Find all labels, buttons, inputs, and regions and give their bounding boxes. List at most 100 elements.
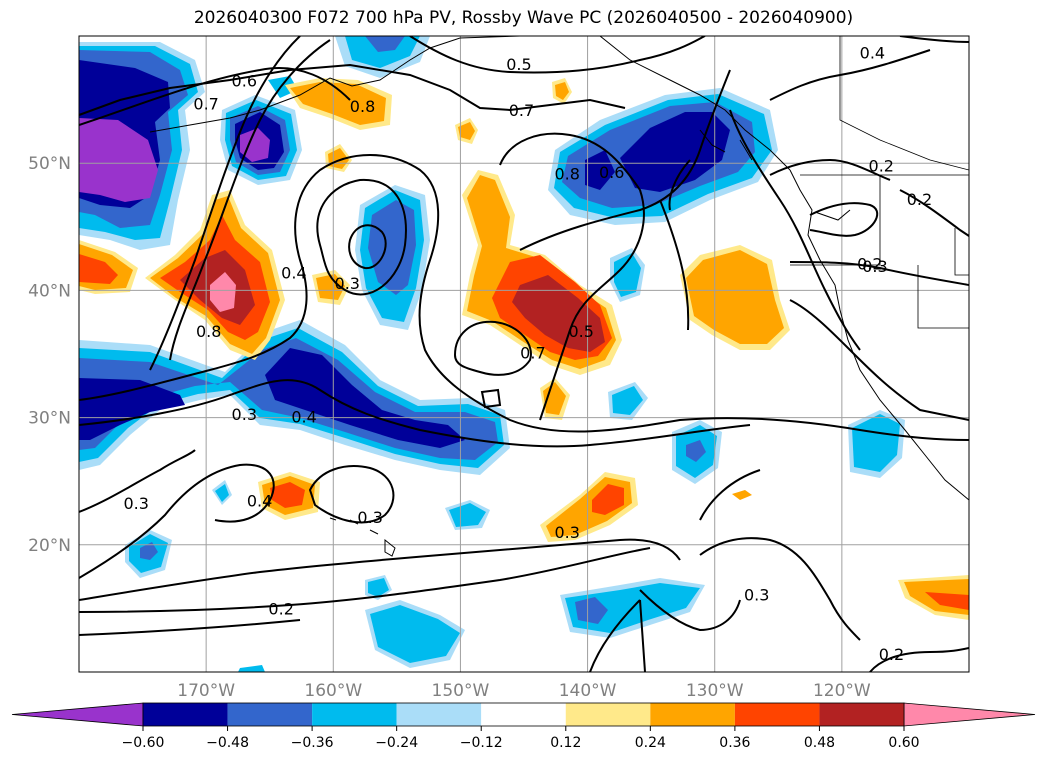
lon-labels: 170°W 160°W 150°W 140°W 130°W 120°W	[177, 681, 871, 701]
contour-label: 0.2	[869, 157, 894, 176]
lat-tick-label: 20°N	[28, 536, 71, 556]
anomaly-top-blue	[365, 36, 405, 52]
colorbar-tick-label: −0.48	[206, 735, 249, 751]
colorbar-segment	[143, 703, 228, 726]
contour-east-04	[899, 36, 969, 43]
colorbar-segment	[734, 703, 820, 726]
coast-islands	[699, 129, 851, 221]
pv-shading	[79, 36, 969, 672]
anomaly-blob-2-cyan	[612, 386, 643, 415]
anomaly-cw-blue	[368, 200, 416, 295]
colorbar-segment	[650, 703, 735, 726]
contour-label: 0.3	[357, 508, 382, 527]
anomaly-blob-7-cyan	[215, 484, 229, 502]
contour-labels: 0.70.60.80.50.70.40.20.20.30.20.80.60.40…	[123, 44, 932, 665]
colorbar-tick-label: 0.12	[550, 735, 581, 751]
ridge-top-orange	[290, 82, 386, 125]
contour-coast	[729, 109, 861, 351]
ridge-se-red	[925, 592, 969, 610]
contour-south-02	[79, 547, 651, 613]
ridge-small-7-red	[592, 484, 624, 515]
contour-label: 0.3	[232, 405, 257, 424]
contour-south-03b	[79, 463, 275, 579]
contour-label: 0.7	[193, 94, 218, 113]
colorbar-border	[142, 702, 905, 727]
colorbar-tick-label: −0.12	[460, 735, 503, 751]
contour-se-03	[699, 537, 861, 641]
ridge-west-pink	[210, 272, 236, 312]
ridge-small-3-orange	[555, 82, 569, 100]
contour-se-03b	[639, 589, 741, 632]
lon-tick-label: 160°W	[304, 681, 362, 701]
colorbar-tick-label: 0.24	[635, 735, 666, 751]
lon-tick-label: 140°W	[559, 681, 617, 701]
border-wa-or	[790, 175, 881, 266]
contour-south-03c	[308, 465, 395, 524]
contour-east-03	[809, 202, 879, 237]
contour-label: 0.2	[879, 645, 904, 664]
contour-label: 0.3	[555, 523, 580, 542]
ridge-small-8	[732, 490, 752, 500]
anomaly-blob-8-cyan	[370, 605, 460, 663]
contour-south-03d	[79, 538, 681, 601]
contour-label: 0.8	[196, 322, 221, 341]
contour-label: 0.3	[335, 274, 360, 293]
contour-east-02b	[789, 261, 969, 286]
contour-label: 0.6	[232, 72, 257, 91]
contour-05-loop	[453, 320, 532, 376]
border-or-ca	[917, 265, 969, 329]
colorbar-tick-label: −0.60	[122, 735, 165, 751]
contour-label: 0.8	[350, 97, 375, 116]
anomaly-blob-9-cyan	[368, 578, 389, 597]
contour-inner-loop	[316, 178, 407, 296]
colorbar-segment	[227, 703, 313, 726]
contour-07-north	[79, 63, 626, 116]
contour-south-02b	[79, 619, 301, 636]
contour-mid-1	[79, 154, 969, 441]
contour-label: 0.3	[744, 585, 769, 604]
colorbar-segment	[819, 703, 904, 726]
lat-tick-label: 40°N	[28, 281, 71, 301]
ridge-east-orange	[686, 250, 784, 344]
contour-07-west	[149, 36, 301, 371]
anomaly-ne-navy	[620, 112, 730, 192]
contour-label: 0.4	[291, 407, 316, 426]
contour-label: 0.8	[555, 164, 580, 183]
contour-label: 0.3	[862, 257, 887, 276]
colorbar-segment	[396, 703, 482, 726]
border-id	[954, 228, 969, 276]
contour-label: 0.2	[907, 190, 932, 209]
anomaly-blob-3-blue	[686, 440, 706, 462]
border-alaska	[839, 36, 969, 171]
contour-label: 0.5	[506, 55, 531, 74]
contour-label: 0.3	[123, 494, 148, 513]
lat-tick-label: 50°N	[28, 154, 71, 174]
contour-east-04b	[899, 189, 969, 237]
contour-mid-2	[79, 379, 751, 448]
coast-alaska	[149, 36, 521, 133]
anomaly-blob-1-cyan	[614, 253, 641, 297]
colorbar-tick-label: −0.36	[291, 735, 334, 751]
ridge-small-5-orange	[543, 382, 566, 415]
colorbar-tick-label: 0.36	[719, 735, 750, 751]
lon-tick-label: 170°W	[177, 681, 235, 701]
ridge-farwest-red	[79, 254, 118, 284]
anomaly-south-navy-2	[265, 348, 465, 448]
anomaly-aleutian-purple	[240, 128, 270, 162]
anomaly-blob-10-blue	[575, 597, 608, 624]
colorbar: −0.60 −0.48 −0.36 −0.24 −0.12 0.12 0.24 0.36 0.4…	[11, 702, 1036, 751]
anomaly-top-cyan-2	[345, 36, 420, 68]
ridge-small-2-orange	[458, 122, 475, 140]
colorbar-segment	[481, 703, 566, 726]
lat-labels: 50°N 40°N 30°N 20°N	[28, 154, 71, 556]
colorbar-segment	[565, 703, 651, 726]
contour-east-lines	[769, 49, 969, 421]
lon-tick-label: 120°W	[813, 681, 871, 701]
lon-tick-label: 130°W	[686, 681, 744, 701]
map-border	[78, 35, 970, 673]
contour-label: 0.2	[268, 599, 293, 618]
contour-inner-loop-2	[348, 224, 387, 270]
map-title: 2026040300 F072 700 hPa PV, Rossby Wave …	[193, 8, 854, 28]
contour-ne-3	[659, 159, 691, 331]
contour-label: 0.4	[860, 44, 885, 63]
